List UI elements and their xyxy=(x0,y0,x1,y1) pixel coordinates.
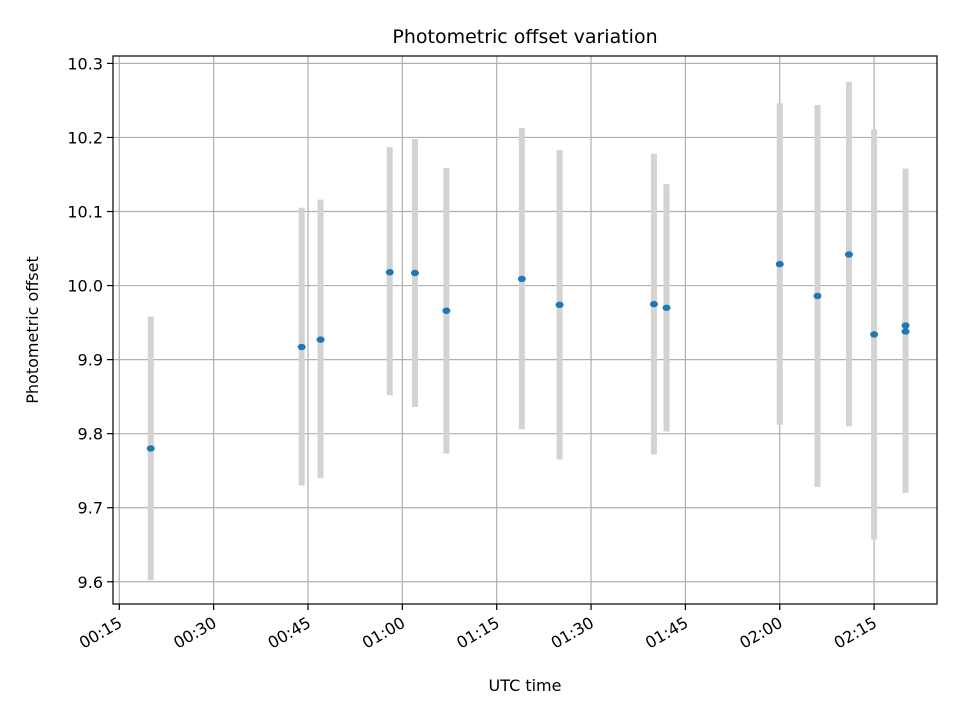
data-point xyxy=(442,307,451,314)
data-point xyxy=(649,300,658,308)
data-point xyxy=(410,269,419,277)
y-tick-label: 10.1 xyxy=(67,203,103,222)
data-point xyxy=(297,343,306,351)
x-axis-label: UTC time xyxy=(489,676,562,695)
y-tick-label: 9.6 xyxy=(78,573,103,592)
data-point xyxy=(901,328,910,335)
data-point xyxy=(662,304,671,311)
data-point xyxy=(813,292,822,300)
y-tick-label: 9.9 xyxy=(78,351,103,370)
data-point xyxy=(775,260,784,268)
y-axis-ticks: 9.6 9.7 9.8 9.9 10.0 10.1 10.2 10.3 xyxy=(67,54,113,592)
plot-area xyxy=(113,56,937,604)
data-point xyxy=(870,331,879,338)
data-point xyxy=(901,322,910,329)
y-tick-label: 10.2 xyxy=(67,128,103,147)
y-tick-label: 10.0 xyxy=(67,277,103,296)
y-tick-label: 9.8 xyxy=(78,425,103,444)
data-point xyxy=(844,251,853,258)
data-point xyxy=(517,275,526,283)
data-point xyxy=(146,445,155,452)
chart-title: Photometric offset variation xyxy=(392,26,657,48)
y-tick-label: 10.3 xyxy=(67,54,103,73)
data-point xyxy=(555,301,564,309)
data-point xyxy=(316,336,325,343)
data-points xyxy=(146,251,910,452)
y-tick-label: 9.7 xyxy=(78,499,103,518)
plot-frame xyxy=(112,55,938,605)
data-point xyxy=(385,269,394,276)
y-axis-label: Photometric offset xyxy=(23,256,42,404)
